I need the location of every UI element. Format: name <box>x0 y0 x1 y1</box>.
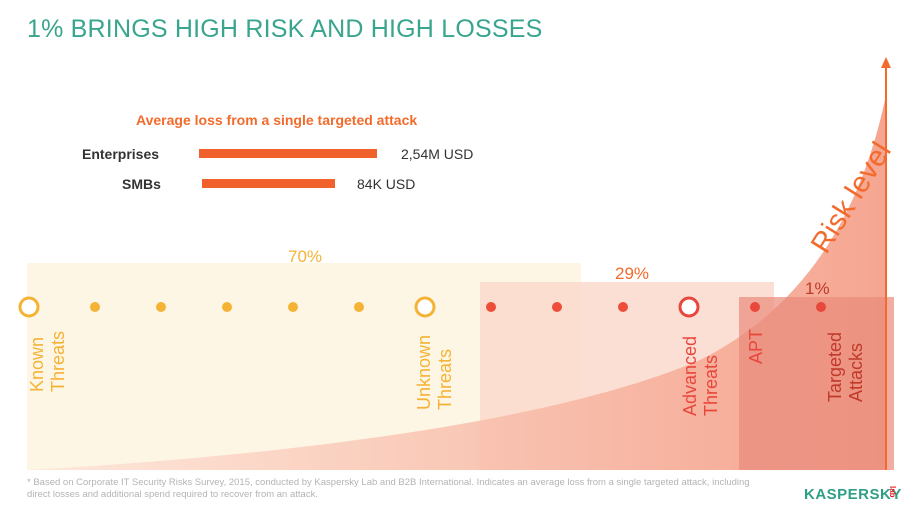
unknown-threats-label: Unknown Threats <box>414 334 455 410</box>
line-dot <box>618 302 628 312</box>
smbs-label: SMBs <box>122 176 161 192</box>
line-dot <box>354 302 364 312</box>
line-dot <box>816 302 826 312</box>
line-dot <box>222 302 232 312</box>
targeted-percent: 1% <box>805 279 830 298</box>
advanced-threats-label: Advanced Threats <box>680 335 721 416</box>
kaspersky-logo: KASPERSKY <box>804 486 902 503</box>
line-dot <box>486 302 496 312</box>
known-threats-label: Known Threats <box>27 330 68 392</box>
smbs-bar <box>202 179 335 188</box>
unknown-threats-node <box>414 296 436 318</box>
kaspersky-logo-lab: lab <box>888 486 897 498</box>
page-title: 1% BRINGS HIGH RISK AND HIGH LOSSES <box>27 15 543 43</box>
targeted-attacks-label: Targeted Attacks <box>825 331 866 402</box>
loss-heading: Average loss from a single targeted atta… <box>136 112 418 128</box>
line-dot <box>288 302 298 312</box>
risk-axis-arrow <box>881 57 891 68</box>
known-threats-node <box>18 296 40 318</box>
advanced-threats-node <box>678 296 700 318</box>
enterprises-label: Enterprises <box>82 146 160 162</box>
enterprises-bar <box>199 149 377 158</box>
line-dot <box>156 302 166 312</box>
apt-label: APT <box>746 328 766 364</box>
line-dot <box>552 302 562 312</box>
known-percent: 70% <box>288 247 323 266</box>
targeted-region <box>739 297 894 470</box>
line-dot <box>90 302 100 312</box>
footnote: * Based on Corporate IT Security Risks S… <box>27 477 750 500</box>
smbs-value: 84K USD <box>357 176 416 192</box>
unknown-percent: 29% <box>615 264 650 283</box>
line-dot <box>750 302 760 312</box>
enterprises-value: 2,54M USD <box>401 146 474 162</box>
risk-curve <box>27 95 886 470</box>
